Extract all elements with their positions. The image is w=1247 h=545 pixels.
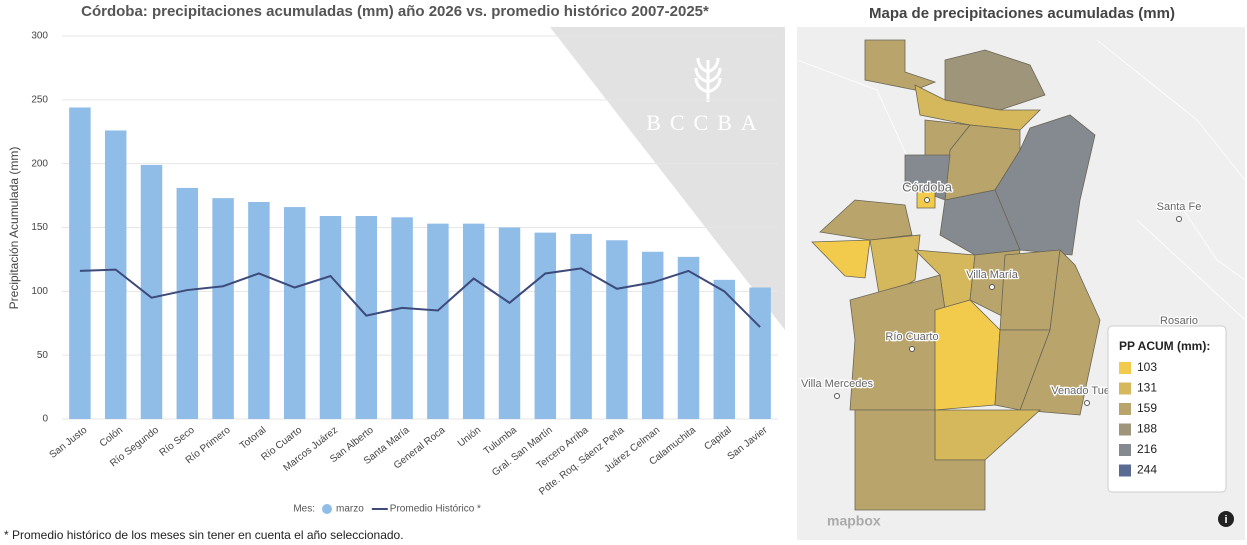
- x-tick-label: San Javier: [726, 424, 771, 462]
- department: [914, 84, 1041, 131]
- bar: [283, 207, 306, 419]
- map-legend-swatch: [1119, 444, 1131, 456]
- bar: [677, 256, 700, 419]
- place-label: Villa María: [966, 269, 1019, 281]
- bar: [749, 287, 771, 419]
- map-legend-label: 216: [1137, 442, 1157, 456]
- place-label: Villa Mercedes: [801, 378, 873, 390]
- place-label: Venado Tuerto: [1051, 385, 1123, 397]
- y-tick-label: 100: [31, 286, 48, 297]
- line: [79, 267, 761, 328]
- place-label: Córdoba: [902, 179, 953, 194]
- map-legend-swatch: [1119, 403, 1131, 415]
- place-dot: [1176, 216, 1182, 222]
- department: [854, 409, 986, 511]
- x-tick-label: Capital: [702, 425, 733, 453]
- bar: [534, 232, 557, 419]
- bar: [391, 217, 413, 419]
- y-tick-label: 250: [31, 94, 48, 105]
- map-legend-label: 244: [1137, 463, 1157, 477]
- place-dot: [924, 197, 930, 203]
- roads: [797, 39, 1246, 321]
- logo-band: [550, 27, 785, 330]
- x-tick-label: Colón: [98, 425, 125, 450]
- bar: [641, 251, 664, 419]
- legend-swatch: [322, 504, 332, 514]
- bar: [355, 216, 378, 419]
- bar: [140, 164, 163, 419]
- map-legend-label: 188: [1137, 422, 1157, 436]
- map-legend-label: 159: [1137, 401, 1157, 415]
- x-tick-label: San Justo: [48, 425, 90, 461]
- y-tick-label: 50: [37, 350, 49, 361]
- department: [811, 239, 871, 279]
- bar: [176, 187, 199, 419]
- map-attribution: mapbox: [827, 513, 881, 529]
- map-panel: Mapa de precipitaciones acumuladas (mm) …: [797, 5, 1246, 540]
- map-title: Mapa de precipitaciones acumuladas (mm): [869, 5, 1175, 22]
- y-tick-label: 0: [42, 414, 48, 425]
- map-legend-swatch: [1119, 464, 1131, 477]
- departments: [811, 39, 1101, 511]
- bar: [606, 240, 628, 419]
- x-tick-label: Gral. San Martín: [490, 425, 555, 479]
- map-legend-swatch: [1119, 382, 1131, 395]
- bar: [427, 223, 449, 419]
- y-tick-label: 150: [31, 222, 48, 233]
- map-legend-swatch: [1119, 362, 1131, 374]
- place-label: Río Cuarto: [885, 331, 938, 343]
- bar: [69, 107, 91, 419]
- map-legend-swatch: [1119, 423, 1131, 436]
- legend-title: Mes:: [293, 504, 315, 515]
- legend-label: marzo: [336, 504, 364, 515]
- place-label: Santa Fe: [1157, 201, 1202, 213]
- map-legend-title: PP ACUM (mm):: [1119, 339, 1210, 353]
- department: [999, 249, 1061, 331]
- map-legend-label: 131: [1137, 381, 1157, 395]
- y-tick-label: 300: [31, 31, 48, 42]
- place-label: Rosario: [1160, 315, 1198, 327]
- bar: [212, 198, 234, 419]
- logo-leaf: [694, 57, 722, 102]
- bar: [319, 216, 342, 419]
- x-tick-label: Totoral: [238, 425, 268, 452]
- map-legend-box: [1107, 325, 1227, 493]
- x-tick-label: Unión: [456, 425, 483, 450]
- bar: [462, 223, 485, 419]
- chart: BCCBA Córdoba: precipitaciones acumulada…: [4, 3, 785, 542]
- bar: [498, 227, 521, 419]
- department: [864, 39, 937, 91]
- info-label[interactable]: i: [1224, 514, 1227, 526]
- bar: [570, 233, 592, 419]
- y-axis-title: Precipitación Acumulada (mm): [7, 147, 21, 310]
- legend-label: Promedio Histórico *: [390, 504, 481, 515]
- place-dot: [909, 346, 915, 352]
- y-tick-label: 200: [31, 158, 48, 169]
- chart-title: Córdoba: precipitaciones acumuladas (mm)…: [81, 3, 709, 20]
- bar: [104, 130, 127, 419]
- footnote: * Promedio histórico de los meses sin te…: [4, 528, 404, 542]
- place-dot: [1084, 400, 1090, 406]
- logo-text: BCCBA: [646, 110, 766, 135]
- map-legend-label: 103: [1137, 360, 1157, 374]
- place-dot: [834, 393, 840, 399]
- department: [819, 199, 913, 241]
- bar: [713, 279, 736, 419]
- bar: [248, 201, 270, 419]
- info-button[interactable]: [1218, 511, 1234, 527]
- place-dot: [989, 284, 995, 290]
